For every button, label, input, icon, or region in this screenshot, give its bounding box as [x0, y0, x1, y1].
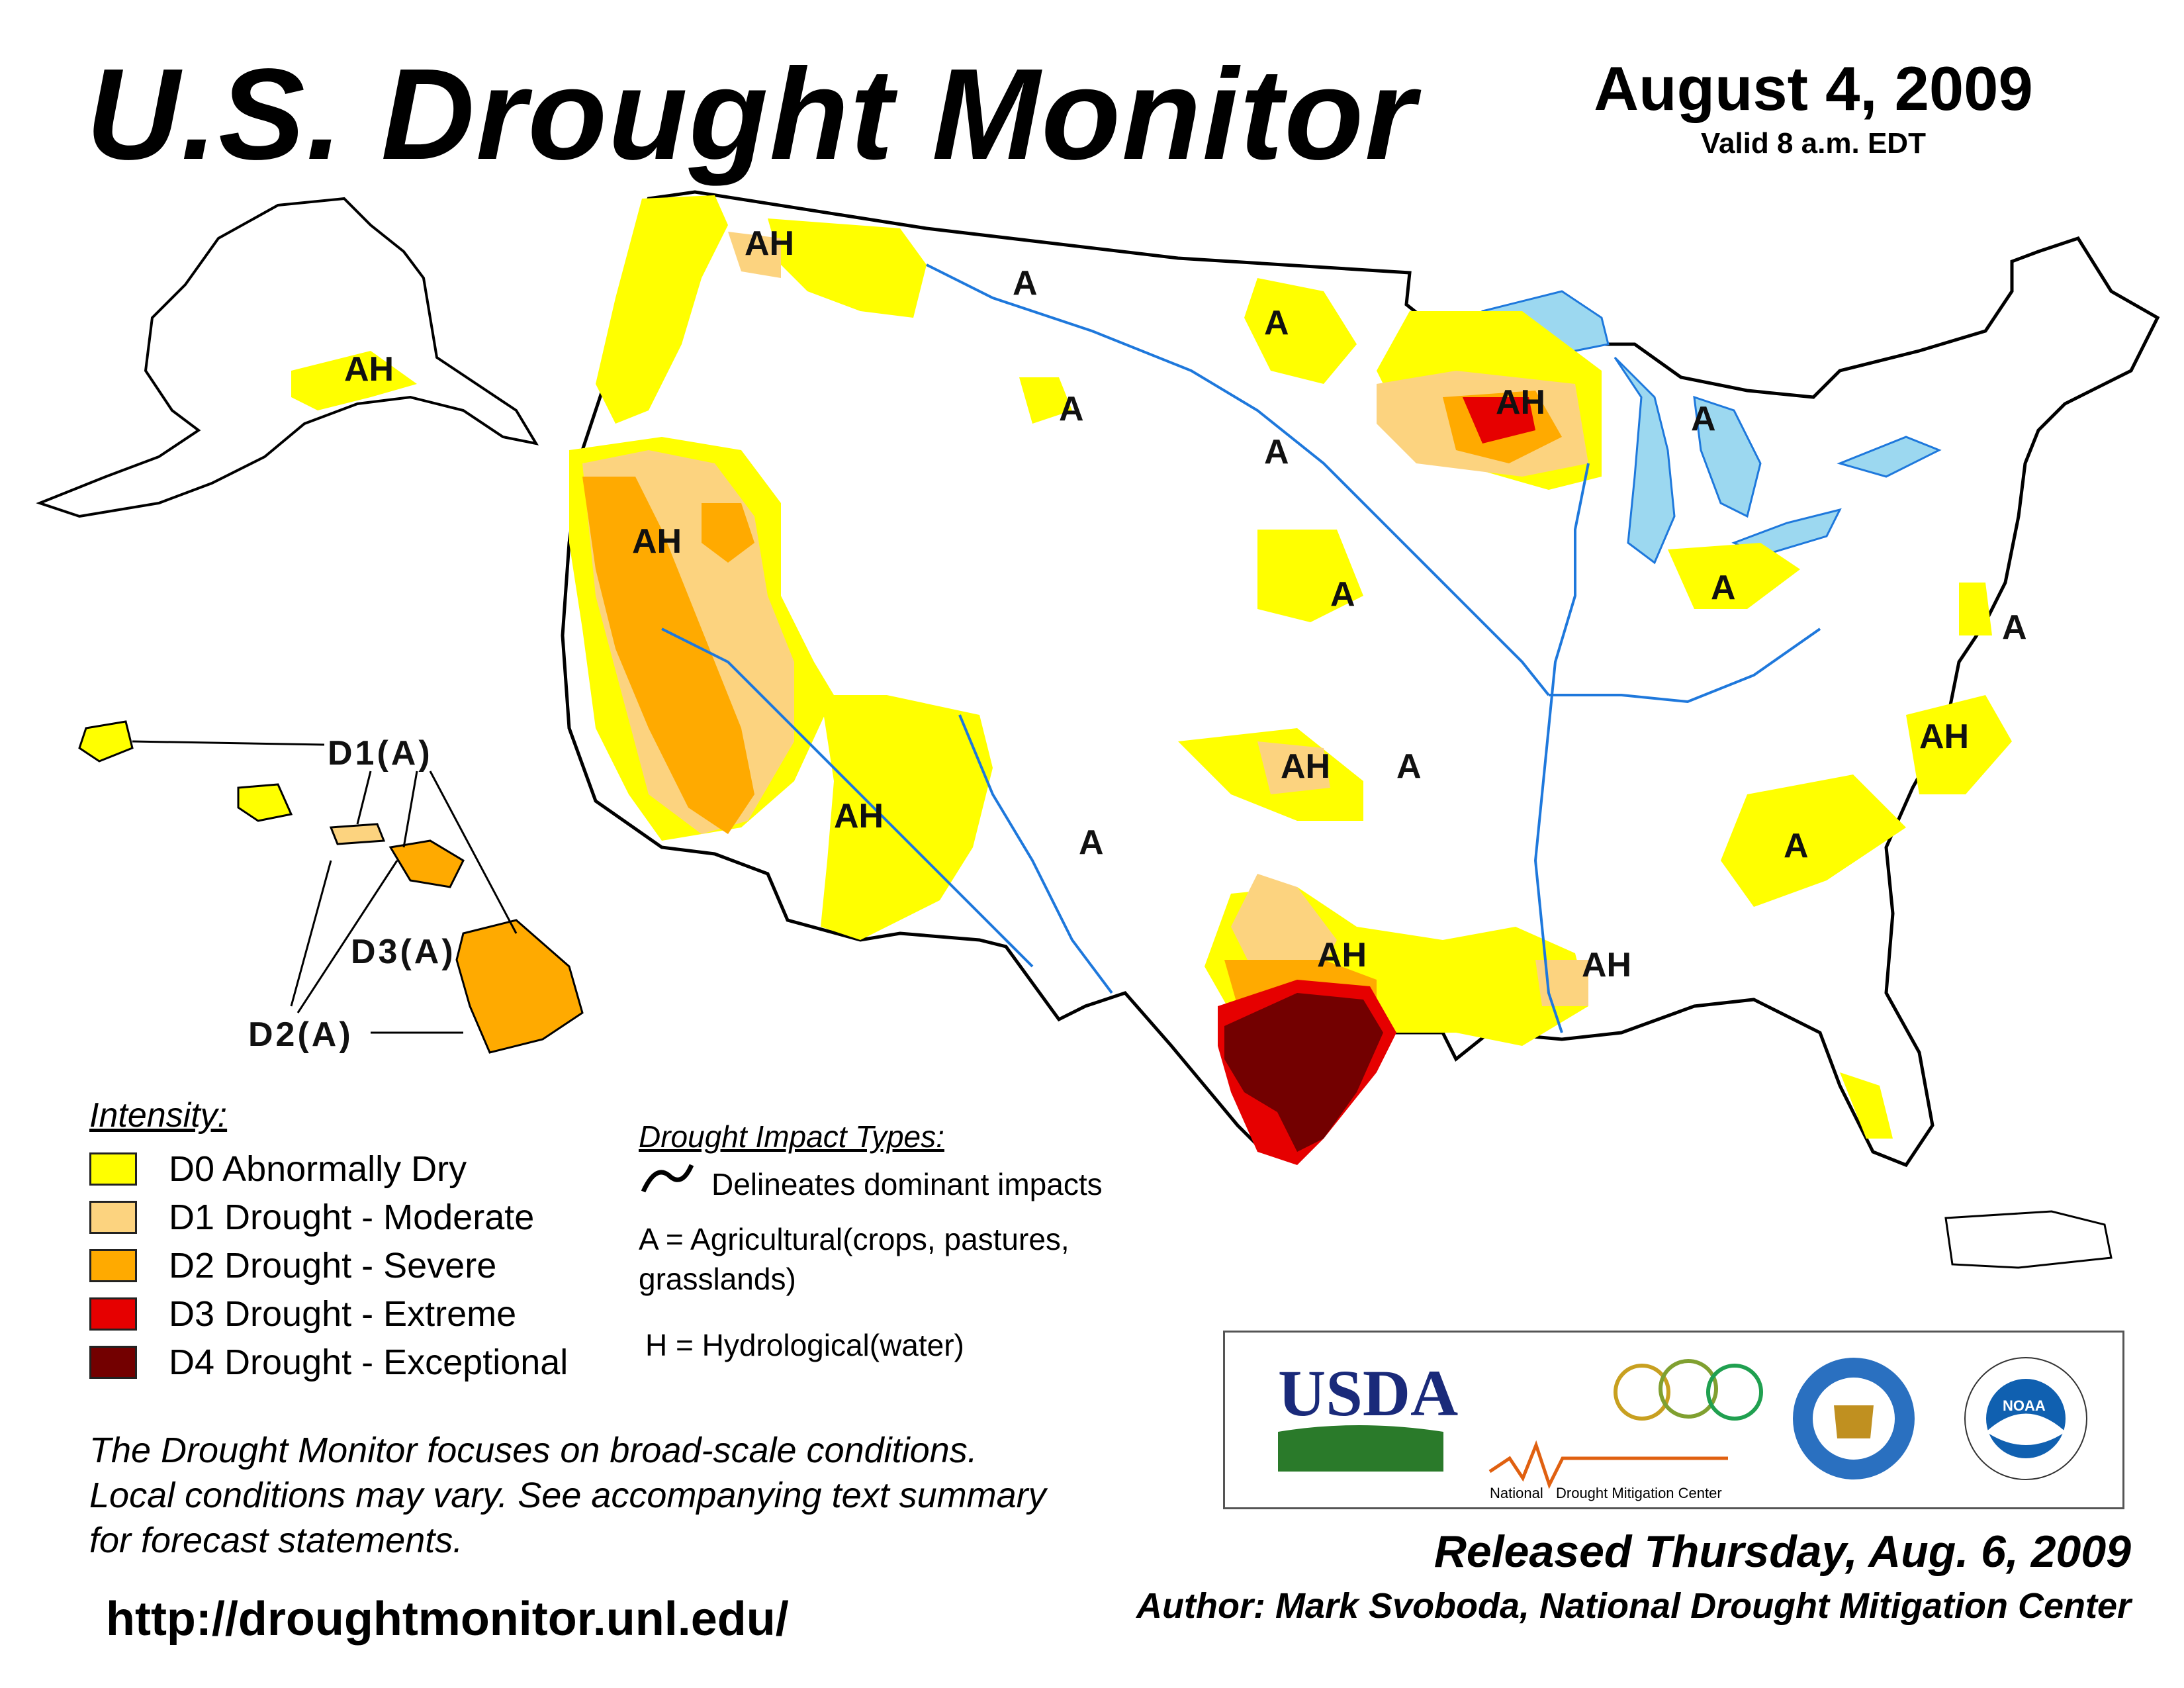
impact-label: A — [1079, 823, 1104, 862]
impact-label: A — [1784, 827, 1809, 865]
valid-time: Valid 8 a.m. EDT — [1701, 127, 1926, 160]
hawaii-callout-lines — [132, 740, 518, 1034]
rivers — [661, 263, 1821, 1033]
legend-label: D0 Abnormally Dry — [169, 1149, 467, 1189]
hawaii-label-d1: D1(A) — [328, 734, 433, 773]
author-credit: Author: Mark Svoboda, National Drought M… — [1136, 1586, 2131, 1626]
legend-swatch-d2 — [89, 1249, 137, 1282]
legend-label: D1 Drought - Moderate — [169, 1197, 535, 1237]
hawaii-labels: D1(A) D3(A) D2(A) — [248, 734, 456, 1054]
impact-label: AH — [344, 350, 394, 389]
impact-agricultural-cont: grasslands) — [639, 1262, 796, 1296]
alaska-drought-area — [291, 351, 417, 410]
impact-label: A — [1059, 390, 1084, 428]
legend-title: Intensity: — [89, 1096, 228, 1135]
map-title: U.S. Drought Monitor — [86, 42, 1417, 187]
note-line-1: The Drought Monitor focuses on broad-sca… — [89, 1430, 978, 1470]
impact-line-desc: Delineates dominant impacts — [711, 1167, 1103, 1201]
note-line-3: for forecast statements. — [89, 1521, 463, 1560]
legend-swatch-d1 — [89, 1201, 137, 1234]
impact-label: AH — [1919, 718, 1969, 756]
impact-label: A — [1264, 433, 1289, 471]
impact-label: AH — [745, 224, 794, 263]
impact-label: AH — [632, 522, 682, 561]
noaa-logo: NOAA — [1964, 1357, 2087, 1480]
legend-label: D3 Drought - Extreme — [169, 1294, 517, 1334]
impact-label: AH — [1317, 936, 1367, 974]
impact-label: A — [1264, 304, 1289, 342]
impact-label: A — [1013, 264, 1038, 303]
legend-label: D2 Drought - Severe — [169, 1246, 497, 1286]
legend-item-d1: D1 Drought - Moderate — [89, 1197, 619, 1238]
legend-swatch-d4 — [89, 1346, 137, 1379]
legend-item-d0: D0 Abnormally Dry — [89, 1149, 619, 1190]
legend-item-d3: D3 Drought - Extreme — [89, 1293, 619, 1335]
legend-item-d4: D4 Drought - Exceptional — [89, 1342, 619, 1383]
impact-agricultural: A = Agricultural(crops, pastures, — [639, 1222, 1069, 1256]
impact-label: AH — [1582, 946, 1631, 984]
legend-swatch-d3 — [89, 1297, 137, 1331]
impact-label: A — [1396, 747, 1422, 786]
impact-label: AH — [1496, 383, 1545, 422]
release-date: Released Thursday, Aug. 6, 2009 — [1433, 1526, 2131, 1577]
impact-line-symbol — [641, 1164, 694, 1193]
usda-logo: USDA — [1278, 1356, 1458, 1472]
impact-types-title: Drought Impact Types: — [639, 1119, 944, 1154]
ndmc-logo: National Drought Mitigation Center — [1488, 1359, 1763, 1501]
svg-text:Drought Mitigation Center: Drought Mitigation Center — [1556, 1485, 1722, 1501]
hawaii-label-d3: D3(A) — [351, 933, 456, 971]
impact-label: A — [2002, 608, 2027, 647]
impact-label: A — [1711, 569, 1736, 607]
svg-text:National: National — [1490, 1485, 1543, 1501]
logos: USDA National Drought Mitigation Center … — [1278, 1356, 2087, 1501]
impact-hydrological: H = Hydrological(water) — [645, 1328, 964, 1362]
logo-panel: USDA National Drought Mitigation Center … — [1223, 1331, 2124, 1509]
alaska-outline — [36, 197, 539, 518]
doc-seal — [1793, 1358, 1915, 1479]
legend-item-d2: D2 Drought - Severe — [89, 1245, 619, 1286]
hawaii-label-d2: D2(A) — [248, 1015, 353, 1054]
hawaii-islands — [78, 720, 584, 1054]
svg-text:NOAA: NOAA — [2003, 1397, 2046, 1414]
impact-label: AH — [1281, 747, 1330, 786]
drought-d4-areas — [1224, 993, 1383, 1152]
puerto-rico-outline — [1944, 1210, 2113, 1269]
conus-outline — [561, 190, 2160, 1168]
svg-text:USDA: USDA — [1278, 1356, 1458, 1430]
note-line-2: Local conditions may vary. See accompany… — [89, 1476, 1046, 1515]
legend-label: D4 Drought - Exceptional — [169, 1342, 569, 1382]
map-date: August 4, 2009 — [1594, 54, 2033, 123]
impact-labels: AH A A A A A AH A A AH AH A AH A AH A AH… — [344, 224, 2027, 984]
impact-label: AH — [834, 797, 884, 835]
legend-swatch-d0 — [89, 1152, 137, 1186]
impact-label: A — [1691, 400, 1716, 438]
website-link[interactable]: http://droughtmonitor.unl.edu/ — [106, 1593, 789, 1646]
impact-label: A — [1330, 575, 1355, 614]
